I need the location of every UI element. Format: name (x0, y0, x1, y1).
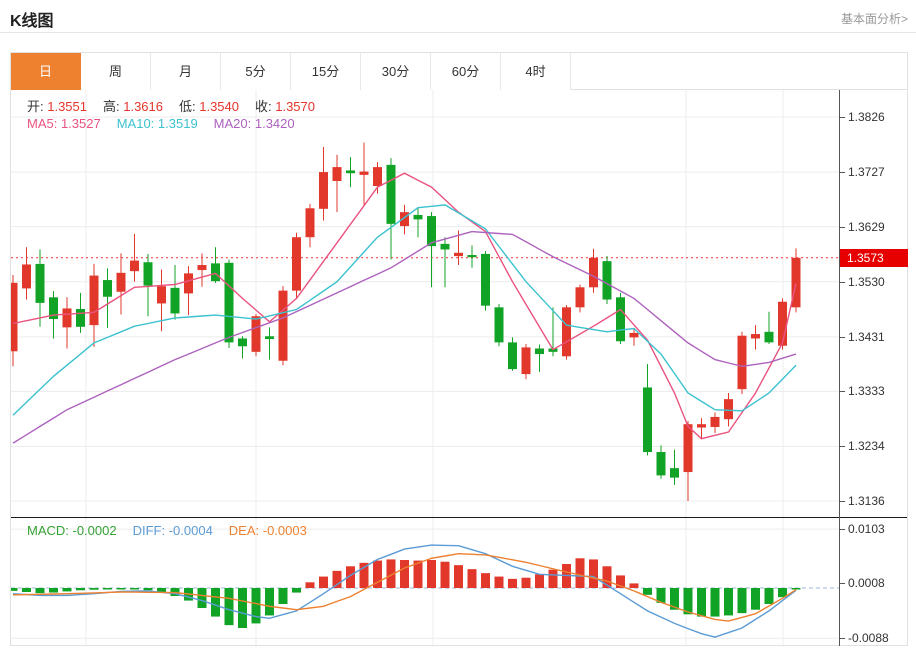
panel-separator (11, 517, 907, 518)
macd-tick-0-tick (840, 529, 845, 531)
fundamental-analysis-link[interactable]: 基本面分析> (840, 12, 908, 26)
ma20-readout: MA20: 1.3420 (213, 116, 295, 131)
price-axis: 1.3826 1.3727 1.3629 1.3530 1.3431 1.3333 1.32… (839, 90, 908, 646)
macd-tick-1-tick (840, 583, 845, 585)
tab-interval-3[interactable]: 5分 (221, 53, 291, 90)
ma5-readout: MA5: 1.3527 (27, 116, 101, 131)
tab-interval-0[interactable]: 日 (11, 53, 81, 90)
price-tick-1-tick (840, 172, 845, 174)
tab-interval-1[interactable]: 周 (81, 53, 151, 90)
price-tick-5-tick (840, 391, 845, 393)
price-tick-0-tick (840, 117, 845, 118)
low-readout: 低: 1.3540 (179, 99, 239, 114)
price-tick-1-label: 1.3727 (848, 165, 885, 180)
price-tick-5-label: 1.3333 (848, 384, 885, 399)
chart-area: 1.3826 1.3727 1.3629 1.3530 1.3431 1.3333 1.32… (11, 90, 908, 647)
tab-interval-4[interactable]: 15分 (291, 53, 361, 90)
tab-interval-6[interactable]: 60分 (431, 53, 501, 90)
macd-tick-2-tick (840, 638, 845, 640)
price-tick-2-label: 1.3629 (848, 219, 885, 234)
price-tick-6-tick (840, 446, 845, 448)
current-price-tag: 1.3573 (840, 248, 908, 267)
page-title: K线图 (10, 13, 54, 30)
tab-interval-2[interactable]: 月 (151, 53, 221, 90)
ma10-readout: MA10: 1.3519 (116, 116, 198, 131)
dea-readout: DEA: -0.0003 (228, 523, 307, 538)
macd-tick-2-label: -0.0088 (848, 631, 889, 646)
macd-readout: MACD: -0.0002 (27, 523, 117, 538)
price-tick-3-tick (840, 281, 845, 283)
macd-info-bar: MACD: -0.0002 DIFF: -0.0004 DEA: -0.0003 (27, 523, 323, 538)
ma-info-bar: MA5: 1.3527 MA10: 1.3519 MA20: 1.3420 (27, 116, 311, 131)
tab-interval-5[interactable]: 30分 (361, 53, 431, 90)
tab-interval-7[interactable]: 4时 (501, 53, 571, 90)
price-tick-4-label: 1.3431 (848, 329, 885, 344)
macd-chart-canvas[interactable] (11, 518, 839, 647)
interval-tabs: 日周月 5分 15分 30分 60分 4时 (11, 53, 907, 90)
price-tick-0-label: 1.3826 (848, 110, 885, 124)
close-readout: 收: 1.3570 (255, 99, 315, 114)
ohlc-info-bar: 开: 1.3551 高: 1.3616 低: 1.3540 收: 1.3570 (27, 96, 331, 115)
price-tick-3-label: 1.3530 (848, 274, 885, 289)
page-header: K线图 基本面分析> (0, 0, 916, 33)
price-tick-7-label: 1.3136 (848, 493, 885, 508)
price-tick-6-label: 1.3234 (848, 439, 885, 454)
macd-tick-1-label: 0.0008 (848, 576, 885, 591)
kline-widget: 日周月 5分 15分 30分 60分 4时 1.3826 1.3727 1.3629 1.353… (10, 52, 908, 647)
price-tick-7-tick (840, 500, 845, 502)
price-tick-4-tick (840, 336, 845, 338)
diff-readout: DIFF: -0.0004 (132, 523, 213, 538)
macd-tick-0-label: 0.0103 (848, 522, 885, 537)
price-tick-2-tick (840, 226, 845, 228)
high-readout: 高: 1.3616 (103, 99, 163, 114)
open-readout: 开: 1.3551 (27, 99, 87, 114)
candlestick-chart-canvas[interactable] (11, 90, 839, 517)
